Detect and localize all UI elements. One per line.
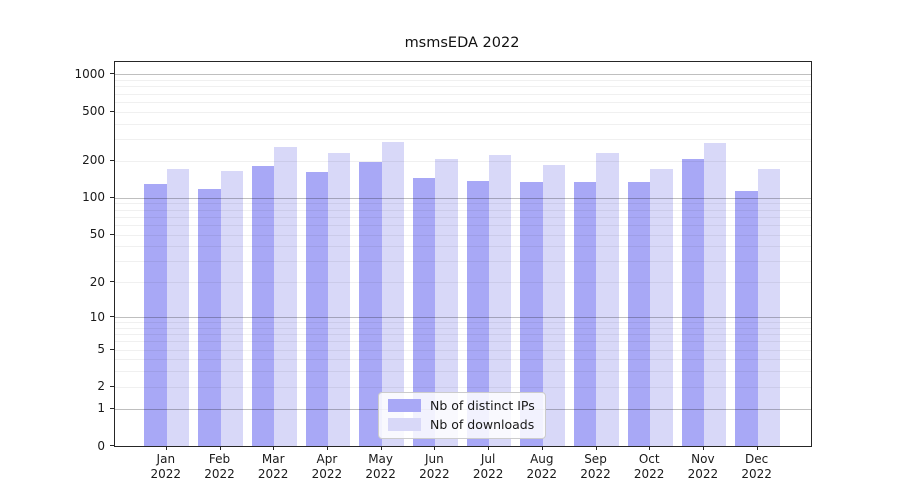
legend-label: Nb of distinct IPs: [430, 398, 535, 413]
bar-downloads-oct: [650, 169, 673, 446]
y-tick-mark: [110, 159, 114, 161]
y-tick-mark: [110, 73, 114, 75]
x-tick-label-jul: Jul 2022: [472, 452, 504, 481]
bar-downloads-mar: [274, 147, 297, 446]
legend-swatch-downloads: [388, 418, 421, 431]
x-tick-mark: [434, 446, 436, 450]
y-tick-mark: [110, 445, 114, 446]
x-tick-mark: [595, 446, 597, 450]
x-tick-label-feb: Feb 2022: [204, 452, 235, 481]
bar-ips-aug: [520, 182, 543, 446]
bar-downloads-nov: [703, 143, 727, 446]
x-tick-label-oct: Oct 2022: [633, 452, 665, 481]
bar-ips-nov: [681, 159, 704, 446]
gridline-y-500: [115, 111, 811, 113]
y-tick-label-200: 200: [82, 153, 105, 168]
gridline-y-800: [115, 86, 811, 88]
bar-downloads-sep: [596, 153, 619, 446]
y-tick-label-100: 100: [82, 190, 105, 205]
y-tick-label-1: 1: [97, 401, 105, 416]
legend-label: Nb of downloads: [430, 417, 535, 432]
gridline-y-300: [115, 139, 811, 140]
gridline-y-1000: [115, 74, 811, 76]
bar-downloads-jun: [435, 159, 458, 446]
x-tick-label-nov: Nov 2022: [687, 452, 719, 481]
legend-item: Nb of downloads: [388, 417, 535, 432]
y-tick-label-5: 5: [97, 342, 105, 357]
y-tick-label-20: 20: [89, 274, 105, 289]
x-tick-mark: [488, 446, 490, 450]
x-tick-mark: [380, 446, 382, 450]
bar-ips-jan: [144, 184, 167, 446]
y-tick-mark: [110, 196, 114, 198]
bar-downloads-may: [381, 142, 405, 446]
x-tick-mark: [649, 446, 651, 450]
bar-downloads-dec: [757, 169, 780, 446]
x-tick-mark: [165, 446, 167, 450]
gridline-y-900: [115, 80, 811, 81]
x-tick-label-may: May 2022: [365, 452, 396, 481]
gridline-y-700: [115, 93, 811, 95]
x-tick-label-aug: Aug 2022: [526, 452, 558, 481]
bar-downloads-aug: [542, 164, 566, 446]
legend: Nb of distinct IPs Nb of downloads: [378, 392, 546, 439]
bar-downloads-feb: [220, 171, 243, 446]
y-tick-label-2: 2: [97, 379, 105, 394]
x-tick-label-jun: Jun 2022: [419, 452, 450, 481]
legend-item: Nb of distinct IPs: [388, 398, 535, 413]
bar-ips-feb: [198, 188, 221, 446]
x-tick-mark: [756, 446, 758, 450]
y-tick-mark: [110, 407, 114, 409]
y-tick-mark: [110, 316, 114, 317]
x-tick-mark: [702, 446, 704, 450]
y-tick-mark: [110, 385, 114, 387]
x-tick-label-jan: Jan 2022: [150, 452, 182, 481]
x-tick-label-sep: Sep 2022: [580, 452, 611, 481]
bar-ips-mar: [251, 165, 275, 446]
x-tick-label-apr: Apr 2022: [311, 452, 343, 481]
bar-ips-apr: [305, 171, 328, 446]
bar-downloads-jul: [489, 154, 512, 446]
gridline-y-400: [115, 123, 811, 125]
x-tick-mark: [273, 446, 275, 450]
y-tick-label-0: 0: [97, 438, 105, 453]
chart-title: msmsEDA 2022: [404, 35, 520, 51]
bar-downloads-apr: [327, 152, 351, 446]
bar-downloads-jan: [166, 169, 190, 446]
x-tick-mark: [326, 446, 328, 450]
legend-swatch-ips: [388, 399, 421, 412]
y-tick-mark: [110, 348, 114, 350]
y-tick-label-10: 10: [89, 309, 105, 324]
x-tick-mark: [541, 446, 543, 450]
y-tick-label-500: 500: [82, 104, 105, 119]
y-tick-mark: [110, 110, 114, 112]
bar-ips-dec: [735, 191, 758, 446]
x-tick-label-dec: Dec 2022: [741, 452, 772, 481]
bar-ips-jul: [466, 180, 490, 446]
bar-ips-sep: [574, 182, 597, 446]
gridline-y-600: [115, 101, 811, 103]
x-tick-mark: [219, 446, 221, 450]
y-tick-mark: [110, 281, 114, 283]
x-tick-label-mar: Mar 2022: [257, 452, 289, 481]
plot-area: Nb of distinct IPs Nb of downloads: [114, 61, 812, 447]
y-tick-mark: [110, 233, 114, 235]
bar-ips-jun: [412, 177, 436, 446]
y-tick-label-50: 50: [89, 226, 105, 241]
y-tick-label-1000: 1000: [74, 66, 105, 81]
bar-ips-oct: [627, 182, 651, 446]
bar-ips-may: [359, 162, 382, 446]
